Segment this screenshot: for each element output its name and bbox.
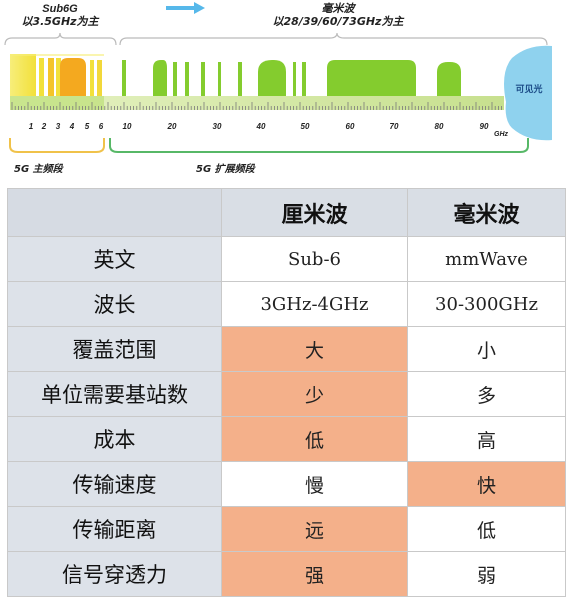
table-row: 传输距离远低 [7, 506, 566, 552]
spectrum-diagram: Sub6G 以3.5GHz为主 毫米波 以28/39/60/73GHz为主 [4, 2, 552, 175]
table-row: 信号穿透力强弱 [7, 551, 566, 597]
mmwave-value-cell: 多 [407, 371, 566, 417]
column-header-mmwave: 毫米波 [407, 188, 566, 237]
ext-band-bracket [109, 138, 529, 153]
row-label: 单位需要基站数 [7, 371, 222, 417]
cmwave-value-cell: 低 [221, 416, 408, 462]
mmwave-top-bracket [119, 32, 548, 46]
arrow-right-icon [166, 2, 205, 14]
tick-label: 5 [85, 122, 90, 131]
cmwave-value-cell: 慢 [221, 461, 408, 507]
row-label: 覆盖范围 [7, 326, 222, 372]
mmwave-value-cell: 低 [407, 506, 566, 552]
table-row: 英文 Sub-6 mmWave [7, 236, 566, 282]
row-label: 传输距离 [7, 506, 222, 552]
mmwave-subtitle: 以28/39/60/73GHz为主 [273, 15, 405, 28]
row-label: 成本 [7, 416, 222, 462]
tick-label: 40 [256, 122, 266, 131]
cmwave-value-cell: Sub-6 [221, 236, 408, 282]
tick-label: 4 [69, 122, 75, 131]
mmwave-value-cell: 快 [407, 461, 566, 507]
tick-label: 1 [29, 122, 34, 131]
tick-label: 6 [99, 122, 104, 131]
mmwave-value-cell: 小 [407, 326, 566, 372]
row-label: 波长 [7, 281, 222, 327]
table-row: 覆盖范围大小 [7, 326, 566, 372]
table-row: 传输速度慢快 [7, 461, 566, 507]
sub6-subtitle: 以3.5GHz为主 [21, 15, 99, 28]
mmwave-value-cell: 弱 [407, 551, 566, 597]
cmwave-value-cell: 远 [221, 506, 408, 552]
table-row: 波长 3GHz-4GHz 30-300GHz [7, 281, 566, 327]
column-header-cmwave: 厘米波 [221, 188, 408, 237]
cmwave-value-cell: 少 [221, 371, 408, 417]
ext-band-label: 5G 扩展频段 [196, 163, 257, 175]
sub6-title: Sub6G [42, 3, 78, 15]
visible-light-band: 可见光 [504, 45, 552, 141]
tick-label: 20 [167, 122, 177, 131]
mmwave-value-cell: mmWave [407, 236, 566, 282]
tick-label: 10 [123, 122, 132, 131]
table-corner [7, 188, 222, 237]
mmwave-bands [122, 60, 461, 102]
tick-label: 30 [213, 122, 222, 131]
table-row: 成本低高 [7, 416, 566, 462]
table-header-row: 厘米波 毫米波 [7, 188, 566, 237]
tick-label: 80 [435, 122, 444, 131]
main-band-bracket [9, 138, 105, 153]
cmwave-value-cell: 大 [221, 326, 408, 372]
tick-label: 2 [41, 122, 47, 131]
tick-label: 3 [56, 122, 61, 131]
row-label: 信号穿透力 [7, 551, 222, 597]
sub6-bands [10, 54, 104, 102]
unit-label: GHz [494, 131, 509, 138]
mmwave-title: 毫米波 [322, 2, 357, 15]
main-band-label: 5G 主频段 [14, 163, 65, 175]
row-label: 传输速度 [7, 461, 222, 507]
visible-light-label: 可见光 [515, 83, 542, 95]
tick-label: 60 [346, 122, 355, 131]
cmwave-value-cell: 强 [221, 551, 408, 597]
mmwave-value-cell: 高 [407, 416, 566, 462]
tick-labels-high: 10 20 30 40 50 60 70 80 90 [123, 122, 489, 131]
frequency-ruler [10, 96, 504, 110]
tick-labels-low: 1 2 3 4 5 6 [29, 122, 104, 131]
sub6-top-bracket [4, 32, 117, 46]
table-row: 单位需要基站数少多 [7, 371, 566, 417]
tick-label: 70 [390, 122, 399, 131]
row-label: 英文 [7, 236, 222, 282]
cmwave-value-cell: 3GHz-4GHz [221, 281, 408, 327]
tick-label: 50 [301, 122, 310, 131]
comparison-table: 厘米波 毫米波 英文 Sub-6 mmWave 波长 3GHz-4GHz 30-300GH… [7, 188, 566, 597]
tick-label: 90 [480, 122, 489, 131]
mmwave-value-cell: 30-300GHz [407, 281, 566, 327]
